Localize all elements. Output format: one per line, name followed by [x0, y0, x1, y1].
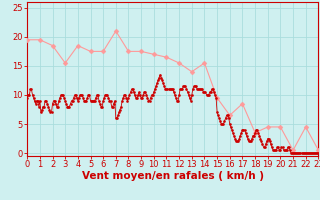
X-axis label: Vent moyen/en rafales ( km/h ): Vent moyen/en rafales ( km/h ) — [82, 171, 264, 181]
